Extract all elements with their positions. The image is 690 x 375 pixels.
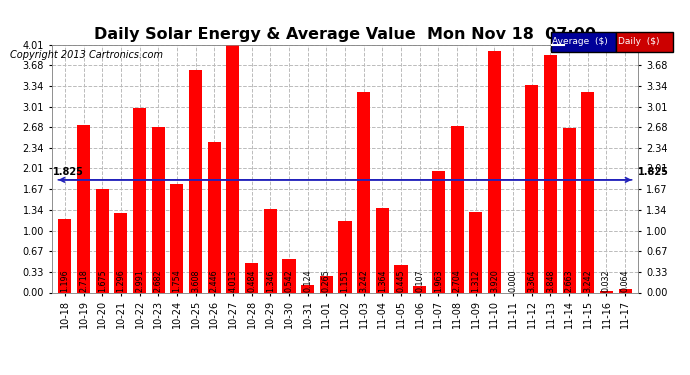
Bar [357,92,371,292]
Bar [488,51,501,292]
Bar [208,141,221,292]
Text: 0.032: 0.032 [602,269,611,292]
Text: 1.364: 1.364 [378,269,387,292]
Text: 0.107: 0.107 [415,269,424,292]
Bar [170,184,184,292]
Text: 2.704: 2.704 [453,269,462,292]
Bar [152,127,165,292]
Bar [339,222,351,292]
Text: Average  ($): Average ($) [552,38,608,46]
Text: 2.682: 2.682 [154,269,163,292]
Text: 4.013: 4.013 [228,269,237,292]
Bar [58,219,71,292]
Bar [133,108,146,292]
Bar [96,189,109,292]
Text: 3.364: 3.364 [527,269,536,292]
Text: 1.675: 1.675 [98,269,107,292]
Bar [282,259,295,292]
Bar [413,286,426,292]
Bar [264,209,277,292]
Bar [245,262,258,292]
Text: 2.446: 2.446 [210,269,219,292]
Text: 0.064: 0.064 [621,269,630,292]
Bar [226,45,239,292]
Text: 1.825: 1.825 [638,167,669,177]
Text: 1.825: 1.825 [52,167,83,177]
Text: 1.296: 1.296 [117,269,126,292]
Text: 1.312: 1.312 [471,269,480,292]
Text: 2.718: 2.718 [79,269,88,292]
Bar [469,211,482,292]
Bar [395,265,408,292]
Text: 1.151: 1.151 [340,269,350,292]
Text: 0.265: 0.265 [322,269,331,292]
Bar [600,291,613,292]
Text: 3.242: 3.242 [359,269,368,292]
Bar [562,128,575,292]
Text: 0.000: 0.000 [509,269,518,292]
Text: 1.346: 1.346 [266,269,275,292]
Bar [319,276,333,292]
Bar [619,288,632,292]
Text: 2.991: 2.991 [135,269,144,292]
Text: 3.608: 3.608 [191,269,200,292]
Bar [376,209,389,292]
Bar [77,125,90,292]
Bar [432,171,445,292]
Bar [451,126,464,292]
Text: 1.196: 1.196 [60,269,69,292]
Bar [189,70,202,292]
Bar [525,85,538,292]
Bar [115,213,128,292]
Title: Daily Solar Energy & Average Value  Mon Nov 18  07:00: Daily Solar Energy & Average Value Mon N… [94,27,596,42]
Text: 0.542: 0.542 [284,269,293,292]
Text: 1.963: 1.963 [434,269,443,292]
Bar [581,92,594,292]
Text: 0.484: 0.484 [247,269,256,292]
Text: 2.663: 2.663 [564,269,573,292]
Bar [544,55,557,292]
Text: 0.445: 0.445 [397,269,406,292]
Bar [301,285,314,292]
Text: 3.242: 3.242 [583,269,592,292]
Text: 0.124: 0.124 [303,269,312,292]
Text: 3.920: 3.920 [490,269,499,292]
Text: Daily  ($): Daily ($) [618,38,659,46]
Text: Copyright 2013 Cartronics.com: Copyright 2013 Cartronics.com [10,50,164,60]
Text: 3.848: 3.848 [546,269,555,292]
Text: 1.754: 1.754 [172,269,181,292]
